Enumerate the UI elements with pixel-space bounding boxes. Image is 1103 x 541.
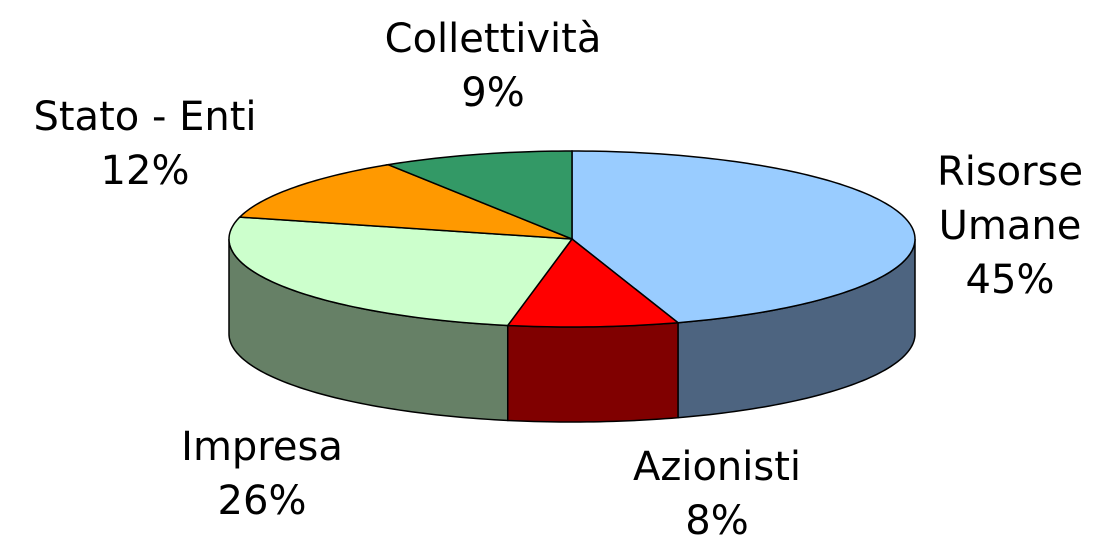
slice-name: Azionisti xyxy=(632,444,802,490)
slice-name: Collettività xyxy=(384,16,602,62)
slice-label: Stato - Enti 12% xyxy=(0,90,305,198)
slice-value: 26% xyxy=(217,478,307,524)
slice-label: Collettività 9% xyxy=(333,12,653,120)
pie-slice xyxy=(228,216,574,327)
pie-slice xyxy=(238,163,573,240)
slice-value: 12% xyxy=(100,148,190,194)
pie-slice xyxy=(571,150,916,324)
slice-name: Risorse Umane xyxy=(936,149,1084,249)
pie-slice-side xyxy=(506,321,679,423)
slice-value: 45% xyxy=(965,257,1055,303)
pie-slice xyxy=(385,150,573,241)
slice-name: Stato - Enti xyxy=(33,94,257,140)
slice-value: 8% xyxy=(685,498,749,541)
slice-label: Impresa 26% xyxy=(112,420,412,528)
slice-value: 9% xyxy=(461,70,525,116)
pie-slice xyxy=(506,237,680,328)
slice-label: Azionisti 8% xyxy=(567,440,867,541)
slice-name: Impresa xyxy=(181,424,343,470)
slice-label: Risorse Umane 45% xyxy=(920,145,1100,307)
